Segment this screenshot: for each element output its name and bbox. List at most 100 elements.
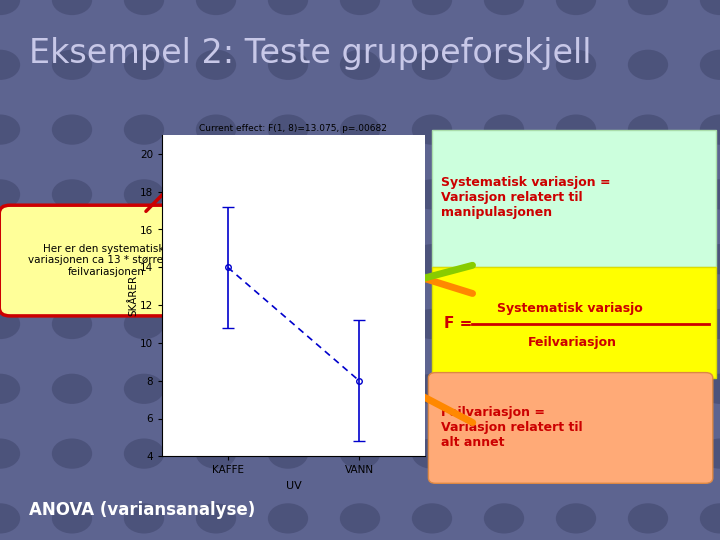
Text: Her er den systematiske
variasjonen ca 13 * større enn
feilvariasjonen: Her er den systematiske variasjonen ca 1… [27,244,186,277]
Circle shape [628,50,668,80]
Circle shape [484,179,524,210]
Circle shape [628,309,668,339]
Circle shape [628,503,668,534]
Circle shape [0,179,20,210]
Circle shape [412,179,452,210]
Circle shape [700,309,720,339]
Circle shape [556,50,596,80]
Circle shape [0,114,20,145]
Circle shape [268,244,308,274]
Circle shape [556,114,596,145]
FancyBboxPatch shape [0,205,212,316]
Circle shape [52,438,92,469]
Circle shape [700,503,720,534]
Circle shape [412,244,452,274]
Circle shape [196,374,236,404]
Circle shape [52,374,92,404]
Circle shape [412,0,452,15]
Text: Feilvariasjon: Feilvariasjon [528,336,617,349]
Circle shape [340,374,380,404]
Circle shape [52,50,92,80]
Text: Feilvariasjon =
Variasjon relatert til
alt annet: Feilvariasjon = Variasjon relatert til a… [441,406,583,449]
FancyBboxPatch shape [432,267,716,378]
Circle shape [0,0,20,15]
Circle shape [556,244,596,274]
Circle shape [124,438,164,469]
Circle shape [484,309,524,339]
Circle shape [268,438,308,469]
FancyBboxPatch shape [432,130,716,267]
Circle shape [340,114,380,145]
Circle shape [268,309,308,339]
Circle shape [628,374,668,404]
Circle shape [0,244,20,274]
Circle shape [628,179,668,210]
Title: Current effect: F(1, 8)=13.075, p=.00682: Current effect: F(1, 8)=13.075, p=.00682 [199,124,387,133]
Circle shape [556,309,596,339]
Circle shape [628,114,668,145]
Circle shape [52,114,92,145]
Circle shape [52,503,92,534]
Circle shape [484,0,524,15]
Circle shape [268,114,308,145]
Circle shape [700,50,720,80]
Circle shape [556,374,596,404]
Circle shape [556,438,596,469]
FancyBboxPatch shape [428,373,713,483]
Circle shape [196,0,236,15]
Circle shape [340,244,380,274]
Circle shape [340,309,380,339]
Circle shape [700,244,720,274]
Circle shape [268,179,308,210]
Circle shape [556,503,596,534]
Circle shape [124,374,164,404]
Circle shape [0,50,20,80]
Circle shape [268,0,308,15]
Circle shape [0,438,20,469]
Circle shape [484,503,524,534]
Circle shape [124,50,164,80]
Circle shape [0,503,20,534]
Circle shape [484,114,524,145]
Circle shape [124,179,164,210]
Circle shape [412,50,452,80]
Circle shape [340,503,380,534]
Circle shape [268,374,308,404]
Text: Systematisk variasjon =
Variasjon relatert til
manipulasjonen: Systematisk variasjon = Variasjon relate… [441,176,611,219]
Circle shape [628,244,668,274]
Circle shape [0,374,20,404]
Circle shape [556,179,596,210]
Circle shape [124,114,164,145]
Circle shape [628,438,668,469]
Circle shape [340,179,380,210]
Text: Systematisk variasjo: Systematisk variasjo [497,302,642,315]
Circle shape [124,309,164,339]
Circle shape [124,0,164,15]
Circle shape [268,503,308,534]
Circle shape [700,114,720,145]
Circle shape [412,438,452,469]
Circle shape [412,114,452,145]
Circle shape [700,179,720,210]
Text: Eksempel 2: Teste gruppeforskjell: Eksempel 2: Teste gruppeforskjell [29,37,591,71]
Circle shape [484,438,524,469]
Circle shape [556,0,596,15]
Circle shape [700,438,720,469]
Circle shape [340,50,380,80]
Circle shape [52,309,92,339]
Circle shape [196,309,236,339]
Circle shape [700,0,720,15]
Text: ANOVA (variansanalyse): ANOVA (variansanalyse) [29,501,255,519]
X-axis label: UV: UV [286,481,301,491]
Circle shape [700,374,720,404]
Circle shape [628,0,668,15]
Circle shape [412,503,452,534]
Circle shape [484,50,524,80]
Y-axis label: SKÅRER: SKÅRER [128,275,138,316]
Circle shape [412,309,452,339]
Circle shape [340,438,380,469]
Circle shape [412,374,452,404]
Circle shape [268,50,308,80]
Circle shape [196,114,236,145]
Circle shape [196,503,236,534]
